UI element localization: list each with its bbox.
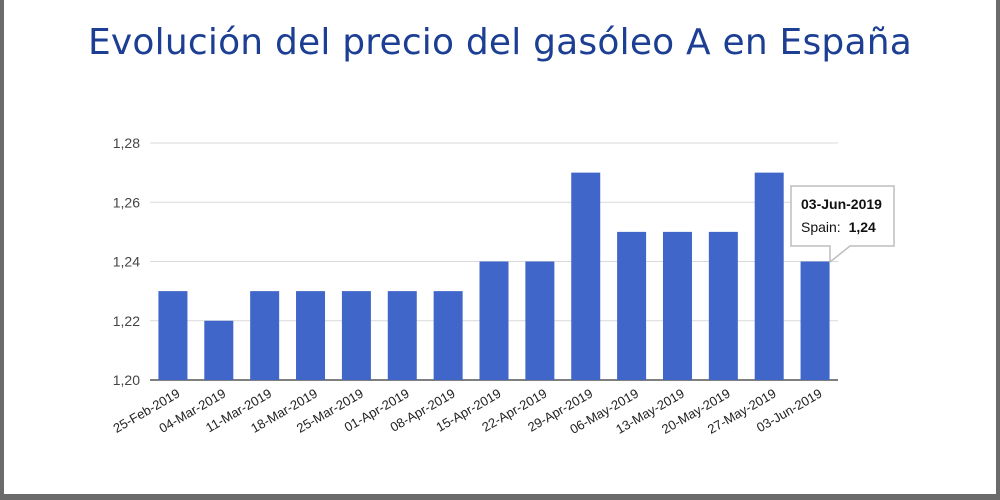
tooltip-value: 1,24 bbox=[849, 219, 876, 235]
tooltip-box bbox=[790, 185, 895, 264]
tooltip: 03-Jun-2019 Spain: 1,24 bbox=[790, 185, 895, 264]
chart-title: Evolución del precio del gasóleo A en Es… bbox=[87, 22, 913, 63]
x-axis-ticks: 25-Feb-201904-Mar-201911-Mar-201918-Mar-… bbox=[110, 386, 824, 437]
y-tick-label: 1,22 bbox=[113, 313, 140, 329]
bar[interactable] bbox=[158, 291, 188, 380]
bars bbox=[158, 172, 830, 381]
y-tick-label: 1,26 bbox=[113, 194, 140, 210]
tooltip-date: 03-Jun-2019 bbox=[801, 196, 882, 212]
bar[interactable] bbox=[617, 231, 647, 380]
bar[interactable] bbox=[433, 291, 463, 380]
y-tick-label: 1,24 bbox=[113, 254, 140, 270]
bar[interactable] bbox=[800, 261, 830, 381]
y-tick-label: 1,28 bbox=[113, 135, 140, 151]
bar[interactable] bbox=[754, 172, 784, 380]
bar[interactable] bbox=[525, 261, 555, 381]
bar[interactable] bbox=[204, 320, 234, 380]
bar[interactable] bbox=[708, 231, 738, 380]
bar[interactable] bbox=[250, 291, 280, 380]
bar[interactable] bbox=[341, 291, 371, 380]
y-tick-label: 1,20 bbox=[113, 372, 140, 388]
bar[interactable] bbox=[387, 291, 417, 380]
bar[interactable] bbox=[479, 261, 509, 381]
y-axis-ticks: 1,20 1,22 1,24 1,26 1,28 bbox=[113, 135, 140, 388]
tooltip-series-label: Spain: bbox=[801, 219, 841, 235]
bar[interactable] bbox=[662, 231, 692, 380]
svg-text:Spain: 1,24: Spain: 1,24 bbox=[801, 219, 876, 235]
bar[interactable] bbox=[296, 291, 326, 380]
bar[interactable] bbox=[571, 172, 601, 380]
